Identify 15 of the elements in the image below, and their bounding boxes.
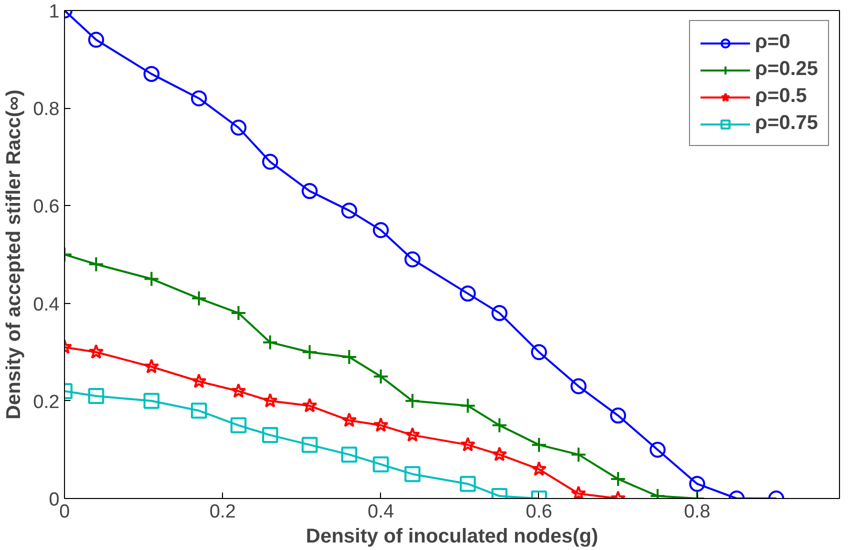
x-tick-label: 0.8 <box>684 502 710 522</box>
y-tick-label: 1 <box>48 2 60 22</box>
y-tick-label: 0.4 <box>33 294 60 316</box>
legend-label: ρ=0 <box>755 31 790 54</box>
legend-label: ρ=0.75 <box>755 112 818 135</box>
legend-label: ρ=0.5 <box>755 85 807 108</box>
y-tick-label: 0.2 <box>33 392 60 413</box>
x-tick-label: 0.6 <box>526 502 552 522</box>
x-tick-label: 0.2 <box>209 502 236 522</box>
x-axis-title: Density of inoculated nodes(g) <box>306 526 598 548</box>
y-tick-label: 0.6 <box>33 196 60 218</box>
y-axis-title: Density of accepted stifler Racc(∞) <box>3 90 26 420</box>
legend-label: ρ=0.25 <box>755 58 818 81</box>
y-tick-label: 0.8 <box>33 99 60 120</box>
x-tick-label: 0.4 <box>368 502 394 522</box>
